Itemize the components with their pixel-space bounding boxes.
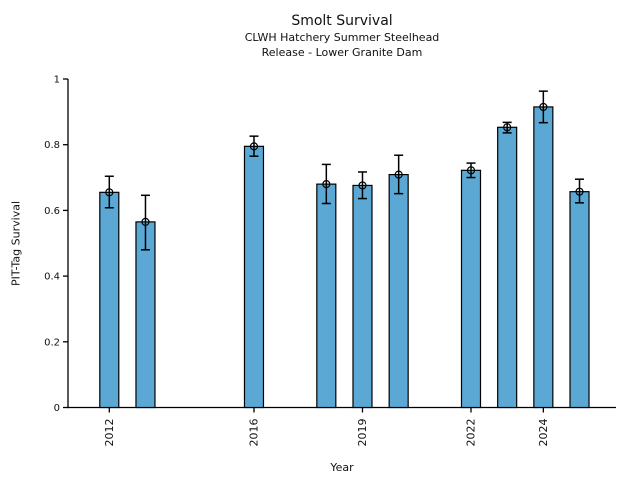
chart-subtitle-line1: CLWH Hatchery Summer Steelhead: [244, 31, 440, 44]
marker-2020: [394, 170, 403, 179]
x-tick-label: 2012: [103, 419, 116, 447]
bar-2025: [569, 191, 590, 409]
chart-title: Smolt Survival: [291, 13, 393, 29]
marker-2024: [539, 102, 548, 112]
bar-2020: [388, 173, 409, 409]
bar-2019: [352, 184, 373, 409]
marker-2025: [575, 187, 584, 196]
marker-2022: [466, 166, 476, 175]
x-tick-label: 2024: [537, 419, 550, 447]
x-tick-label: 2022: [465, 419, 478, 447]
marker-2018: [322, 180, 331, 189]
bar-2016: [243, 145, 265, 409]
marker-2016: [249, 142, 259, 151]
bar-2023: [497, 126, 518, 409]
y-tick-label: 0.6: [44, 206, 60, 217]
x-tick-label: 2016: [247, 419, 260, 447]
y-tick-label: 0.4: [44, 272, 60, 283]
y-tick-label: 0: [54, 403, 60, 414]
bar-2018: [316, 183, 337, 409]
marker-2012: [105, 188, 114, 197]
bar-2024: [533, 106, 554, 409]
marker-2013: [141, 217, 150, 226]
bar-2022: [460, 169, 482, 409]
chart-subtitle-line2: Release - Lower Granite Dam: [261, 46, 423, 59]
y-tick-label: 0.2: [44, 337, 60, 348]
x-tick-label: 2019: [356, 419, 369, 447]
y-tick-label: 1: [54, 75, 60, 86]
marker-2019: [358, 181, 367, 190]
y-tick-label: 0.8: [44, 140, 60, 151]
marker-2023: [503, 123, 512, 132]
bar-2012: [99, 191, 120, 409]
x-axis-label: Year: [330, 461, 354, 474]
